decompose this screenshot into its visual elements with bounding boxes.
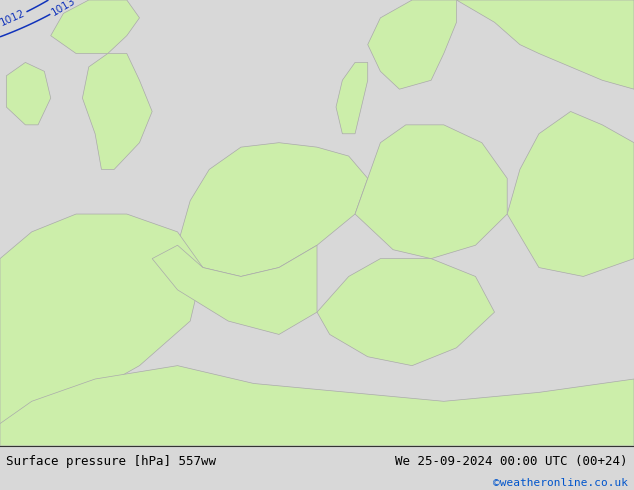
Polygon shape <box>456 0 634 89</box>
Polygon shape <box>336 62 368 134</box>
Text: Surface pressure [hPa] 557ww: Surface pressure [hPa] 557ww <box>6 455 216 468</box>
Polygon shape <box>6 62 51 125</box>
Text: We 25-09-2024 00:00 UTC (00+24): We 25-09-2024 00:00 UTC (00+24) <box>395 455 628 468</box>
Polygon shape <box>317 259 495 366</box>
Polygon shape <box>0 366 634 446</box>
Text: 1013: 1013 <box>49 0 77 18</box>
Text: ©weatheronline.co.uk: ©weatheronline.co.uk <box>493 478 628 489</box>
Polygon shape <box>0 214 203 446</box>
Polygon shape <box>82 53 152 170</box>
Polygon shape <box>178 143 368 276</box>
Polygon shape <box>355 125 507 259</box>
Polygon shape <box>368 0 456 89</box>
Text: 1012: 1012 <box>0 8 27 28</box>
Polygon shape <box>51 0 139 53</box>
Polygon shape <box>507 112 634 276</box>
Polygon shape <box>152 245 317 334</box>
